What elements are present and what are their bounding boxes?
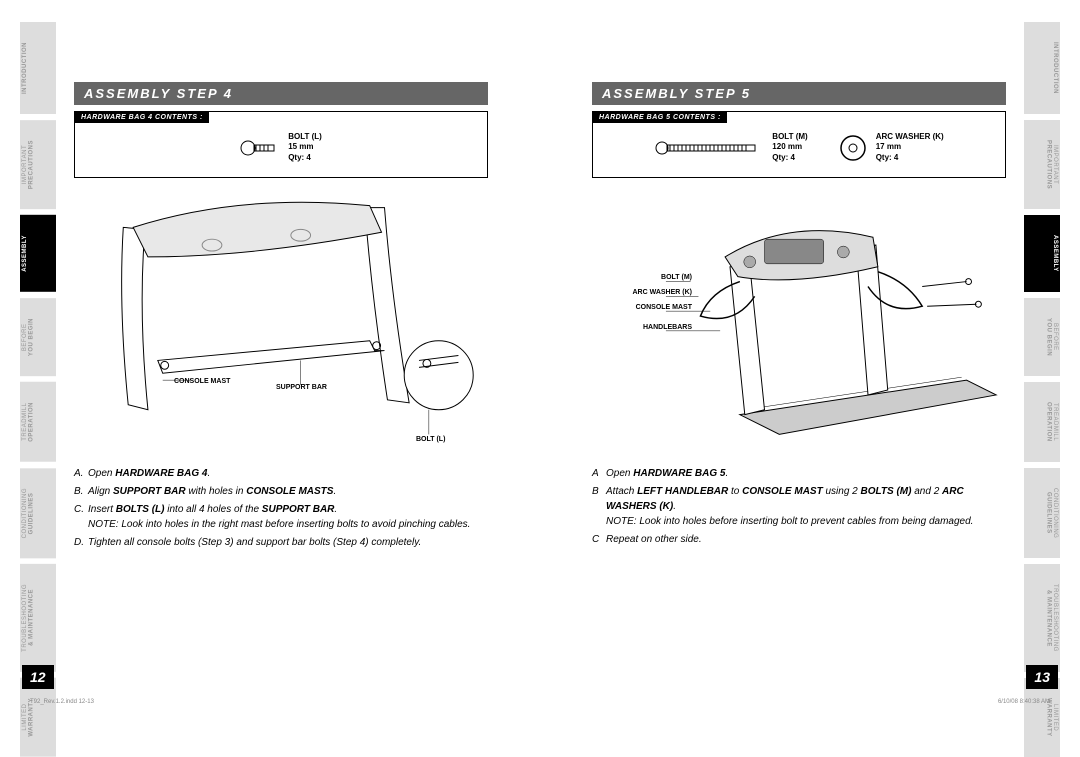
label-arc-washer-k: ARC WASHER (K) — [612, 289, 692, 296]
section-tab: INTRODUCTION — [20, 22, 56, 114]
right-side-tabs: INTRODUCTION IMPORTANTPRECAUTIONS ASSEMBLY… — [1024, 22, 1060, 757]
section-tab: TREADMILLOPERATION — [20, 382, 56, 462]
hardware-item: ARC WASHER (K)17 mmQty: 4 — [838, 132, 944, 163]
section-tab: BEFOREYOU BEGIN — [20, 298, 56, 376]
hw-bag-4-label: HARDWARE BAG 4 CONTENTS : — [75, 112, 209, 123]
left-side-tabs: INTRODUCTION IMPORTANTPRECAUTIONS ASSEMBLY… — [20, 22, 56, 757]
section-tab: CONDITIONINGGUIDELINES — [20, 468, 56, 558]
instruction-row: A.Open HARDWARE BAG 4. — [74, 466, 488, 481]
section-tab: LIMITEDWARRANTY — [20, 678, 56, 757]
footer-timestamp: 6/10/08 8:40:38 AM — [998, 699, 1050, 705]
section-tab: TROUBLESHOOTING& MAINTENANCE — [1024, 564, 1060, 672]
hardware-bag-5-box: HARDWARE BAG 5 CONTENTS : BOLT (M)120 mm… — [592, 111, 1006, 178]
section-tab: ASSEMBLY — [20, 215, 56, 292]
hardware-item: BOLT (M)120 mmQty: 4 — [654, 132, 807, 163]
label-handlebars: HANDLEBARS — [630, 324, 692, 331]
left-page: INTRODUCTION IMPORTANTPRECAUTIONS ASSEMBLY… — [22, 22, 540, 689]
step5-diagram: BOLT (M) ARC WASHER (K) CONSOLE MAST HAN… — [592, 186, 1006, 456]
section-tab: CONDITIONINGGUIDELINES — [1024, 468, 1060, 558]
header-step: STEP 4 — [177, 86, 233, 101]
section-tab: TREADMILLOPERATION — [1024, 382, 1060, 462]
step4-diagram: CONSOLE MAST SUPPORT BAR BOLT (L) — [74, 186, 488, 456]
hardware-bag-4-box: HARDWARE BAG 4 CONTENTS : BOLT (L)15 mmQ… — [74, 111, 488, 178]
instruction-row: AOpen HARDWARE BAG 5. — [592, 466, 1006, 481]
section-tab: TROUBLESHOOTING& MAINTENANCE — [20, 564, 56, 672]
instruction-row: B.Align SUPPORT BAR with holes in CONSOL… — [74, 484, 488, 499]
section-tab: LIMITEDWARRANTY — [1024, 678, 1060, 757]
label-bolt-l: BOLT (L) — [416, 436, 445, 443]
hw-bag-5-label: HARDWARE BAG 5 CONTENTS : — [593, 112, 727, 123]
label-support-bar: SUPPORT BAR — [276, 384, 327, 391]
instruction-row: CRepeat on other side. — [592, 532, 1006, 547]
header-step: STEP 5 — [695, 86, 751, 101]
instruction-row: C.Insert BOLTS (L) into all 4 holes of t… — [74, 502, 488, 532]
section-tab: IMPORTANTPRECAUTIONS — [1024, 120, 1060, 209]
label-console-mast: CONSOLE MAST — [620, 304, 692, 311]
step5-instructions: AOpen HARDWARE BAG 5. BAttach LEFT HANDLE… — [592, 466, 1006, 547]
instruction-row: BAttach LEFT HANDLEBAR to CONSOLE MAST u… — [592, 484, 1006, 529]
right-page: INTRODUCTION IMPORTANTPRECAUTIONS ASSEMBLY… — [540, 22, 1058, 689]
header-prefix: ASSEMBLY — [602, 86, 689, 101]
header-prefix: ASSEMBLY — [84, 86, 171, 101]
section-tab: IMPORTANTPRECAUTIONS — [20, 120, 56, 209]
section-tab: BEFOREYOU BEGIN — [1024, 298, 1060, 376]
hardware-item: BOLT (L)15 mmQty: 4 — [240, 132, 322, 163]
page-number-13: 13 — [1026, 665, 1058, 689]
instruction-row: D.Tighten all console bolts (Step 3) and… — [74, 535, 488, 550]
page-number-12: 12 — [22, 665, 54, 689]
assembly-step-4-header: ASSEMBLY STEP 4 — [74, 82, 488, 105]
label-bolt-m: BOLT (M) — [637, 274, 692, 281]
assembly-step-5-header: ASSEMBLY STEP 5 — [592, 82, 1006, 105]
page-spread: INTRODUCTION IMPORTANTPRECAUTIONS ASSEMBLY… — [22, 22, 1058, 689]
section-tab: INTRODUCTION — [1024, 22, 1060, 114]
label-console-mast: CONSOLE MAST — [174, 378, 230, 385]
step4-instructions: A.Open HARDWARE BAG 4. B.Align SUPPORT BA… — [74, 466, 488, 550]
section-tab: ASSEMBLY — [1024, 215, 1060, 292]
footer-file-info: T92_Rev.1.2.indd 12-13 — [30, 699, 94, 705]
